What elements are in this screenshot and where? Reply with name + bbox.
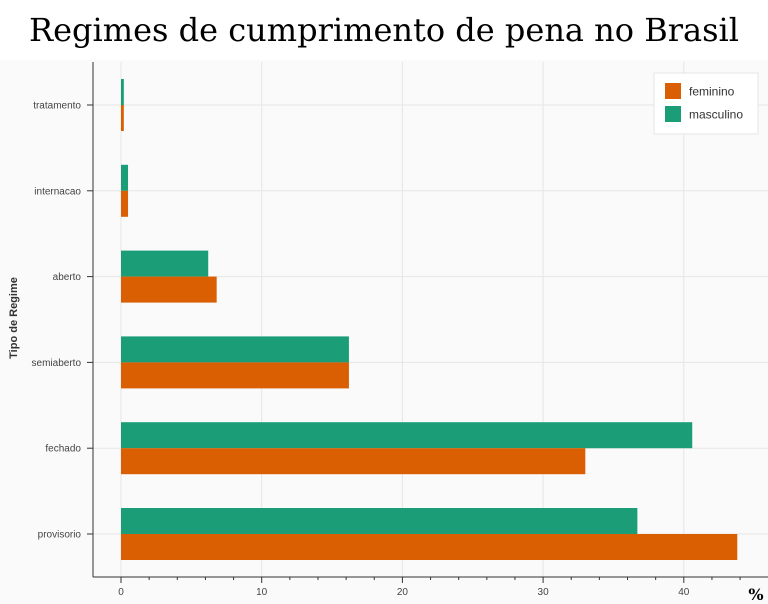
bar-masculino-aberto (121, 250, 209, 277)
bar-masculino-semiaberto (121, 336, 349, 363)
legend-swatch-feminino (665, 83, 681, 99)
legend-label-feminino: feminino (689, 85, 735, 99)
y-tick-label-fechado: fechado (45, 444, 81, 455)
bar-masculino-fechado (121, 422, 693, 449)
bar-feminino-fechado (121, 448, 586, 475)
legend-swatch-masculino (665, 106, 681, 122)
y-tick-label-provisorio: provisorio (38, 530, 82, 541)
legend-label-masculino: masculino (689, 108, 743, 122)
x-tick-label: 40 (678, 587, 690, 598)
legend: feminino masculino (653, 72, 759, 135)
x-tick-label: 0 (118, 587, 124, 598)
bars-layer (121, 79, 738, 560)
bar-feminino-aberto (121, 276, 217, 303)
legend-box (653, 72, 759, 135)
y-tick-label-aberto: aberto (53, 272, 82, 283)
x-tick-label: 10 (256, 587, 268, 598)
y-axis-title: Tipo de Regime (8, 277, 20, 359)
y-tick-label-internacao: internacao (34, 186, 81, 197)
chart-title: Regimes de cumprimento de pena no Brasil (29, 11, 739, 49)
bar-masculino-provisorio (121, 508, 638, 534)
bar-feminino-tratamento (121, 105, 124, 131)
x-tick-label: 20 (397, 587, 409, 598)
bar-feminino-provisorio (121, 534, 738, 560)
bar-masculino-tratamento (121, 79, 124, 105)
x-axis-unit-label: % (748, 585, 763, 604)
y-tick-label-semiaberto: semiaberto (32, 358, 82, 369)
y-tick-label-tratamento: tratamento (33, 101, 81, 112)
bar-feminino-internacao (121, 190, 129, 217)
ticks-layer: 0 10 20 30 40 tratamento internacao aberto semia… (32, 101, 741, 598)
bar-masculino-internacao (121, 164, 129, 191)
x-tick-label: 30 (538, 587, 550, 598)
bar-feminino-semiaberto (121, 362, 349, 389)
